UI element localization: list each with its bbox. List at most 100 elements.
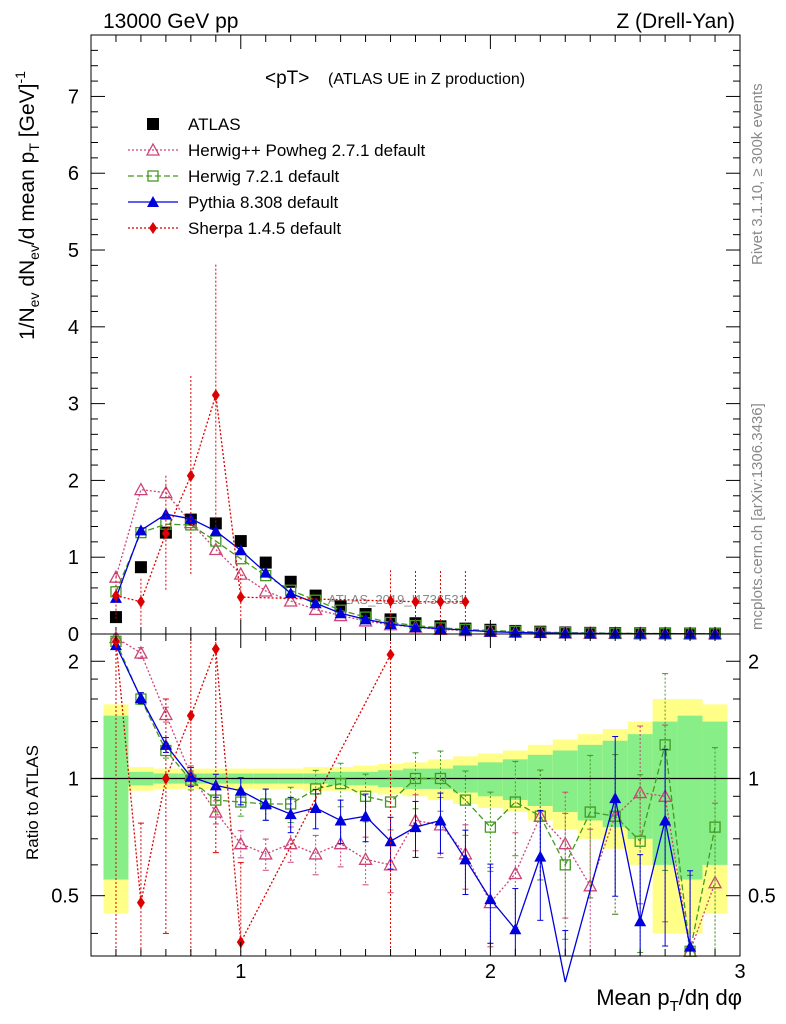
upper-series-line bbox=[115, 394, 466, 603]
upper-point bbox=[461, 595, 470, 608]
ratio-point bbox=[484, 821, 497, 833]
ratio-point bbox=[384, 835, 397, 847]
ratio-xtick-label: 1 bbox=[235, 961, 246, 983]
ratio-point bbox=[659, 814, 672, 826]
legend-marker bbox=[145, 142, 161, 156]
ratio-point bbox=[559, 859, 571, 871]
plot-title-sub: (ATLAS UE in Z production) bbox=[328, 71, 525, 88]
upper-point bbox=[283, 593, 298, 607]
ratio-point bbox=[584, 806, 596, 818]
legend-label: Pythia 8.308 default bbox=[188, 193, 339, 212]
ratio-point bbox=[233, 836, 248, 850]
legend-entry-2: Herwig 7.2.1 default bbox=[128, 167, 339, 186]
upper-panel: ATLAS_2019_I1736531 0 1 2 3 4 5 6 7 <pT> (ATLAS… bbox=[12, 34, 741, 646]
upper-ytick-label: 1 bbox=[68, 547, 79, 569]
ratio-panel: 0.5 0.5 1 1 2 2 1 2 3 Ratio to ATLAS Mean pT/dη … bbox=[23, 630, 776, 1015]
header-left: 13000 GeV pp bbox=[103, 10, 238, 33]
legend-entry-4: Sherpa 1.4.5 default bbox=[128, 219, 341, 238]
legend-entry-3: Pythia 8.308 default bbox=[128, 193, 339, 212]
ratio-point bbox=[258, 846, 273, 860]
ratio-ytick-label: 2 bbox=[68, 651, 79, 673]
ratio-ytick-label-right: 0.5 bbox=[748, 886, 776, 908]
ratio-point bbox=[634, 835, 646, 847]
ratio-point bbox=[259, 797, 272, 809]
ratio-point bbox=[459, 794, 472, 806]
ratio-series-2 bbox=[109, 639, 697, 983]
legend-marker bbox=[147, 118, 159, 130]
ratio-point bbox=[211, 643, 220, 656]
ratio-point bbox=[136, 896, 145, 909]
legend-label: Sherpa 1.4.5 default bbox=[188, 219, 341, 238]
upper-point bbox=[236, 591, 245, 604]
ratio-band-stat bbox=[477, 762, 503, 797]
upper-y-label: 1/Nev dNev/d mean pT [GeV]-1 bbox=[12, 71, 42, 340]
ratio-point bbox=[609, 792, 622, 804]
upper-series-4 bbox=[111, 264, 470, 633]
upper-point bbox=[161, 527, 170, 540]
upper-point bbox=[134, 524, 147, 536]
mcplots-label: mcplots.cern.ch [arXiv:1306.3436] bbox=[749, 403, 766, 630]
ratio-point bbox=[158, 707, 173, 721]
upper-point bbox=[184, 512, 197, 524]
ratio-point bbox=[161, 772, 170, 785]
upper-point bbox=[334, 600, 347, 613]
upper-point bbox=[211, 389, 220, 402]
upper-ytick-label: 4 bbox=[68, 317, 79, 339]
ratio-ytick-label-right: 2 bbox=[748, 651, 759, 673]
ratio-point bbox=[359, 810, 372, 822]
legend-marker bbox=[147, 170, 159, 182]
ratio-series-line bbox=[115, 641, 392, 945]
ratio-point bbox=[684, 940, 697, 952]
ratio-ytick-label: 1 bbox=[68, 768, 79, 790]
upper-ytick-label: 6 bbox=[68, 163, 79, 185]
ratio-point bbox=[509, 796, 521, 808]
ratio-point bbox=[209, 779, 222, 791]
ratio-point bbox=[409, 821, 422, 833]
upper-point bbox=[259, 556, 272, 569]
ratio-point bbox=[383, 857, 398, 871]
legend-entry-0: ATLAS bbox=[147, 115, 241, 134]
upper-point bbox=[111, 589, 120, 602]
ratio-point bbox=[509, 923, 522, 935]
plot-title-main: <pT> bbox=[265, 68, 309, 89]
ratio-band-stat bbox=[677, 715, 703, 880]
analysis-watermark: ATLAS_2019_I1736531 bbox=[328, 592, 466, 607]
legend-entry-1: Herwig++ Powheg 2.7.1 default bbox=[128, 141, 425, 160]
ratio-point bbox=[186, 709, 195, 722]
ratio-ytick-label: 0.5 bbox=[51, 886, 79, 908]
upper-point bbox=[133, 482, 149, 496]
upper-point bbox=[436, 595, 445, 608]
upper-point bbox=[234, 544, 247, 556]
ratio-y-label: Ratio to ATLAS bbox=[23, 745, 42, 860]
ratio-point bbox=[358, 851, 373, 865]
upper-point bbox=[284, 587, 297, 599]
upper-point bbox=[259, 566, 272, 578]
ratio-point bbox=[308, 846, 323, 860]
ratio-point bbox=[634, 915, 647, 927]
upper-point bbox=[359, 613, 372, 625]
ratio-point bbox=[184, 770, 197, 782]
ratio-point bbox=[309, 801, 322, 813]
upper-ytick-label: 5 bbox=[68, 240, 79, 262]
ratio-point bbox=[111, 635, 120, 648]
ratio-point bbox=[134, 691, 147, 703]
ratio-point bbox=[459, 853, 472, 865]
ratio-point bbox=[133, 645, 149, 659]
legend-label: Herwig 7.2.1 default bbox=[188, 167, 339, 186]
upper-ytick-label: 7 bbox=[68, 86, 79, 108]
ratio-point bbox=[284, 808, 297, 820]
upper-ytick-label: 0 bbox=[68, 624, 79, 646]
legend-label: Herwig++ Powheg 2.7.1 default bbox=[188, 141, 425, 160]
upper-ytick-label: 2 bbox=[68, 470, 79, 492]
upper-point bbox=[208, 542, 223, 556]
legend-marker bbox=[149, 222, 157, 234]
ratio-xtick-label: 3 bbox=[734, 961, 745, 983]
ratio-point bbox=[434, 814, 447, 826]
ratio-point bbox=[484, 893, 497, 905]
ratio-point bbox=[534, 850, 547, 862]
upper-point bbox=[309, 597, 322, 609]
upper-point bbox=[411, 595, 420, 608]
upper-point bbox=[386, 594, 395, 607]
upper-point bbox=[209, 517, 222, 530]
